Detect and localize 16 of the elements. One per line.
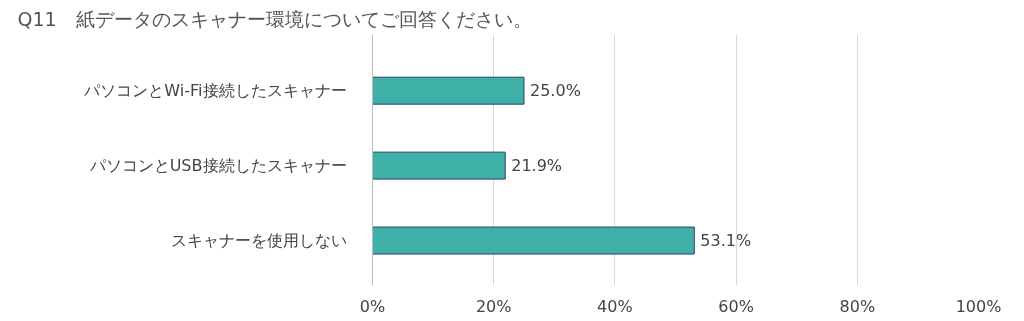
data-label: 25.0% [530,81,581,101]
data-label: 21.9% [511,156,563,176]
y-tick-label: スキャナーを使用しない [170,231,347,251]
x-tick-label: 20% [475,296,512,316]
chart-title: Q11 紙データのスキャナー環境についてご回答ください。 [17,7,532,30]
data-label: 53.1% [700,231,752,251]
bar [372,226,695,255]
x-tick-label: 80% [839,296,876,316]
bar [372,151,506,180]
y-tick-label: パソコンとWi-Fi接続したスキャナー [83,81,347,101]
y-tick-label: パソコンとUSB接続したスキャナー [88,156,347,176]
x-tick-label: 60% [718,296,754,316]
x-tick-label: 40% [597,296,633,316]
bar [372,76,525,105]
x-tick-label: 0% [359,296,386,316]
x-tick-label: 100% [955,296,1002,316]
